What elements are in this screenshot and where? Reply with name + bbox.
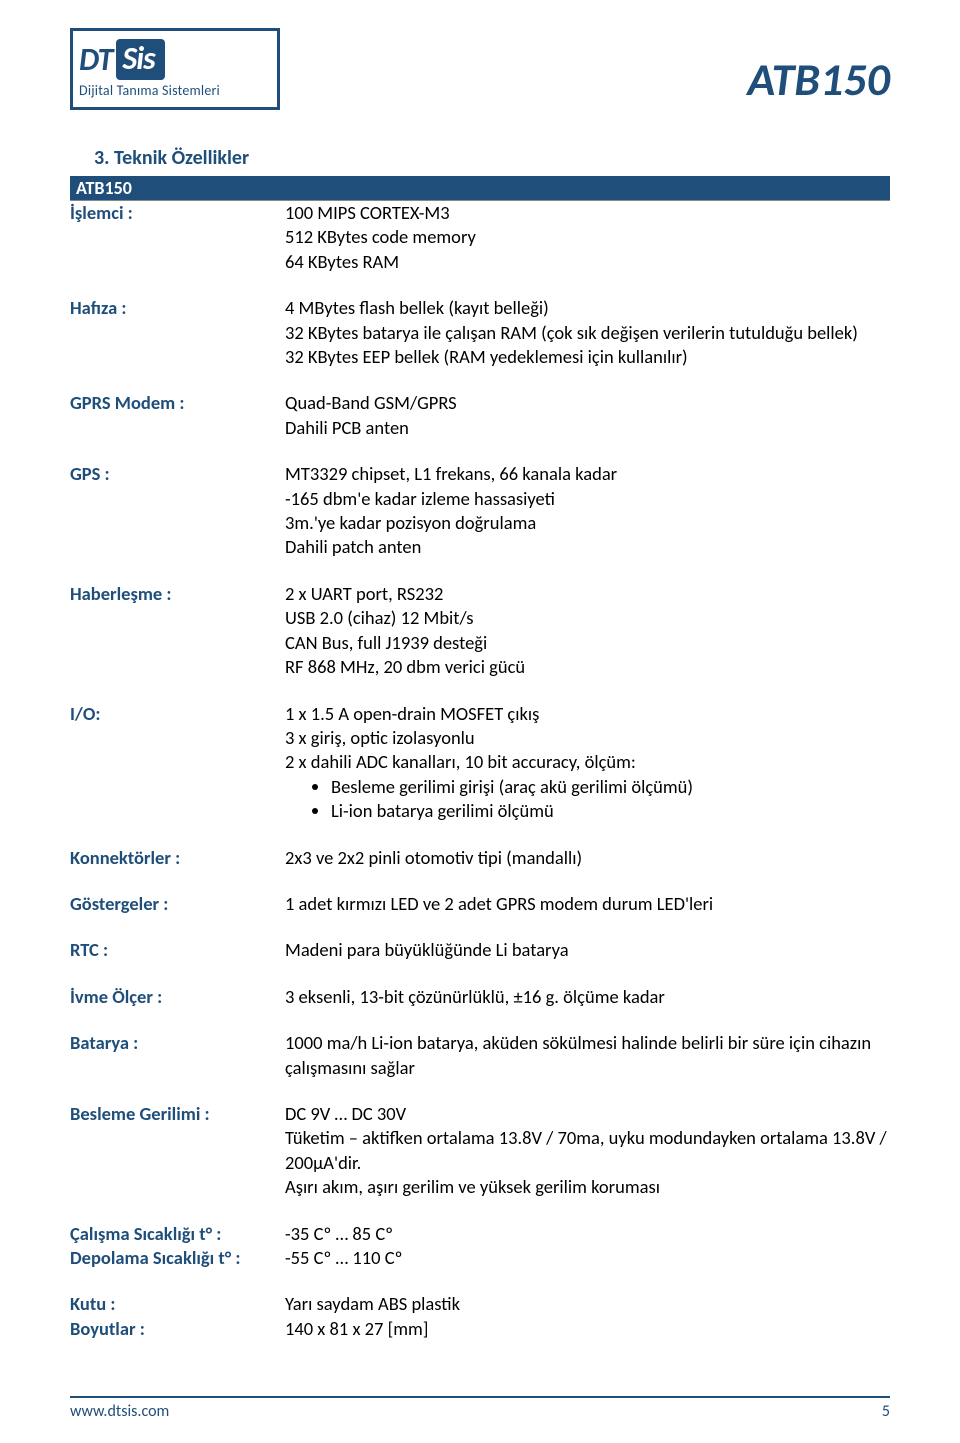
- spec-value-ivme: 3 eksenli, 13-bit çözünürlüklü, ±16 g. ö…: [285, 985, 890, 1031]
- spec-line: Dahili PCB anten: [285, 416, 890, 440]
- spec-line: 2 x dahili ADC kanalları, 10 bit accurac…: [285, 750, 890, 774]
- document-title: ATB150: [747, 52, 890, 108]
- spec-line: 4 MBytes flash bellek (kayıt belleği): [285, 296, 890, 320]
- spec-label-gostergeler: Göstergeler :: [70, 892, 285, 938]
- footer-divider: [70, 1396, 890, 1398]
- spec-line: Dahili patch anten: [285, 535, 890, 559]
- spec-line: 1 x 1.5 A open-drain MOSFET çıkış: [285, 702, 890, 726]
- logo: DT Sis Dijital Tanıma Sistemleri: [70, 28, 280, 110]
- spec-label-konnektor: Konnektörler :: [70, 846, 285, 892]
- spec-label-kutu: Kutu :: [70, 1292, 285, 1316]
- spec-label-haberlesme: Haberleşme :: [70, 582, 285, 702]
- spec-line: 3 x giriş, optic izolasyonlu: [285, 726, 890, 750]
- spec-value-haberlesme: 2 x UART port, RS232 USB 2.0 (cihaz) 12 …: [285, 582, 890, 702]
- spec-line: 64 KBytes RAM: [285, 250, 890, 274]
- spec-label-islemci: İşlemci :: [70, 201, 285, 296]
- table-row: İvme Ölçer : 3 eksenli, 13-bit çözünürlü…: [70, 985, 890, 1031]
- spec-value-gostergeler: 1 adet kırmızı LED ve 2 adet GPRS modem …: [285, 892, 890, 938]
- table-row: I/O: 1 x 1.5 A open-drain MOSFET çıkış 3…: [70, 702, 890, 846]
- spec-value-kutu: Yarı saydam ABS plastik: [285, 1292, 890, 1316]
- table-row: Çalışma Sıcaklığı t° : -35 Cº … 85 Cº: [70, 1222, 890, 1246]
- logo-top-row: DT Sis: [79, 39, 271, 80]
- spec-line: 32 KBytes EEP bellek (RAM yedeklemesi iç…: [285, 345, 890, 369]
- spec-label-batarya: Batarya :: [70, 1031, 285, 1102]
- spec-label-besleme: Besleme Gerilimi :: [70, 1102, 285, 1222]
- table-row: İşlemci : 100 MIPS CORTEX-M3 512 KBytes …: [70, 201, 890, 296]
- footer-row: www.dtsis.com 5: [70, 1402, 890, 1421]
- spec-bullet-list: Besleme gerilimi girişi (araç akü gerili…: [285, 775, 890, 824]
- spec-label-rtc: RTC :: [70, 938, 285, 984]
- spec-value-hafiza: 4 MBytes flash bellek (kayıt belleği) 32…: [285, 296, 890, 391]
- spec-value-konnektor: 2x3 ve 2x2 pinli otomotiv tipi (mandallı…: [285, 846, 890, 892]
- logo-sis-box: Sis: [116, 39, 164, 80]
- table-row: Besleme Gerilimi : DC 9V … DC 30V Tüketi…: [70, 1102, 890, 1222]
- spec-line: USB 2.0 (cihaz) 12 Mbit/s: [285, 606, 890, 630]
- page: DT Sis Dijital Tanıma Sistemleri ATB150 …: [0, 0, 960, 1443]
- footer-page-number: 5: [882, 1402, 890, 1421]
- spec-value-batarya: 1000 ma/h Li-ion batarya, aküden sökülme…: [285, 1031, 890, 1102]
- spec-bullet: Li-ion batarya gerilimi ölçümü: [331, 799, 890, 823]
- spec-value-calisma: -35 Cº … 85 Cº: [285, 1222, 890, 1246]
- table-row: Göstergeler : 1 adet kırmızı LED ve 2 ad…: [70, 892, 890, 938]
- section-banner: ATB150: [70, 176, 890, 201]
- table-row: Depolama Sıcaklığı t° : -55 Cº … 110 Cº: [70, 1246, 890, 1292]
- spec-value-depolama: -55 Cº … 110 Cº: [285, 1246, 890, 1292]
- spec-line: RF 868 MHz, 20 dbm verici gücü: [285, 655, 890, 679]
- table-row: RTC : Madeni para büyüklüğünde Li batary…: [70, 938, 890, 984]
- spec-label-calisma: Çalışma Sıcaklığı t° :: [70, 1222, 285, 1246]
- spec-table: İşlemci : 100 MIPS CORTEX-M3 512 KBytes …: [70, 201, 890, 1363]
- spec-line: 3m.'ye kadar pozisyon doğrulama: [285, 511, 890, 535]
- logo-dt: DT: [79, 40, 112, 79]
- spec-label-hafiza: Hafıza :: [70, 296, 285, 391]
- page-header: DT Sis Dijital Tanıma Sistemleri ATB150: [70, 28, 890, 110]
- spec-value-besleme: DC 9V … DC 30V Tüketim – aktifken ortala…: [285, 1102, 890, 1222]
- spec-value-boyutlar: 140 x 81 x 27 [mm]: [285, 1317, 890, 1363]
- table-row: Batarya : 1000 ma/h Li-ion batarya, aküd…: [70, 1031, 890, 1102]
- spec-label-ivme: İvme Ölçer :: [70, 985, 285, 1031]
- page-footer: www.dtsis.com 5: [70, 1396, 890, 1421]
- table-row: GPS : MT3329 chipset, L1 frekans, 66 kan…: [70, 462, 890, 582]
- spec-value-rtc: Madeni para büyüklüğünde Li batarya: [285, 938, 890, 984]
- logo-dt-text: DT: [79, 40, 112, 79]
- spec-line: Quad-Band GSM/GPRS: [285, 391, 890, 415]
- spec-line: 100 MIPS CORTEX-M3: [285, 201, 890, 225]
- spec-label-gps: GPS :: [70, 462, 285, 582]
- spec-line: CAN Bus, full J1939 desteği: [285, 631, 890, 655]
- spec-line: 32 KBytes batarya ile çalışan RAM (çok s…: [285, 321, 890, 345]
- spec-line: Tüketim – aktifken ortalama 13.8V / 70ma…: [285, 1126, 890, 1175]
- spec-label-io: I/O:: [70, 702, 285, 846]
- spec-label-boyutlar: Boyutlar :: [70, 1317, 285, 1363]
- spec-bullet: Besleme gerilimi girişi (araç akü gerili…: [331, 775, 890, 799]
- table-row: Kutu : Yarı saydam ABS plastik: [70, 1292, 890, 1316]
- spec-line: Aşırı akım, aşırı gerilim ve yüksek geri…: [285, 1175, 890, 1199]
- section-heading: 3. Teknik Özellikler: [94, 146, 890, 170]
- spec-value-gps: MT3329 chipset, L1 frekans, 66 kanala ka…: [285, 462, 890, 582]
- spec-line: MT3329 chipset, L1 frekans, 66 kanala ka…: [285, 462, 890, 486]
- table-row: GPRS Modem : Quad-Band GSM/GPRS Dahili P…: [70, 391, 890, 462]
- table-row: Konnektörler : 2x3 ve 2x2 pinli otomotiv…: [70, 846, 890, 892]
- table-row: Haberleşme : 2 x UART port, RS232 USB 2.…: [70, 582, 890, 702]
- logo-subtitle: Dijital Tanıma Sistemleri: [79, 82, 271, 99]
- spec-line: -165 dbm'e kadar izleme hassasiyeti: [285, 487, 890, 511]
- table-row: Boyutlar : 140 x 81 x 27 [mm]: [70, 1317, 890, 1363]
- spec-line: DC 9V … DC 30V: [285, 1102, 890, 1126]
- footer-url: www.dtsis.com: [70, 1402, 169, 1421]
- spec-line: 512 KBytes code memory: [285, 225, 890, 249]
- spec-label-depolama: Depolama Sıcaklığı t° :: [70, 1246, 285, 1292]
- spec-value-io: 1 x 1.5 A open-drain MOSFET çıkış 3 x gi…: [285, 702, 890, 846]
- table-row: Hafıza : 4 MBytes flash bellek (kayıt be…: [70, 296, 890, 391]
- spec-value-gprs: Quad-Band GSM/GPRS Dahili PCB anten: [285, 391, 890, 462]
- spec-line: 2 x UART port, RS232: [285, 582, 890, 606]
- spec-value-islemci: 100 MIPS CORTEX-M3 512 KBytes code memor…: [285, 201, 890, 296]
- spec-label-gprs: GPRS Modem :: [70, 391, 285, 462]
